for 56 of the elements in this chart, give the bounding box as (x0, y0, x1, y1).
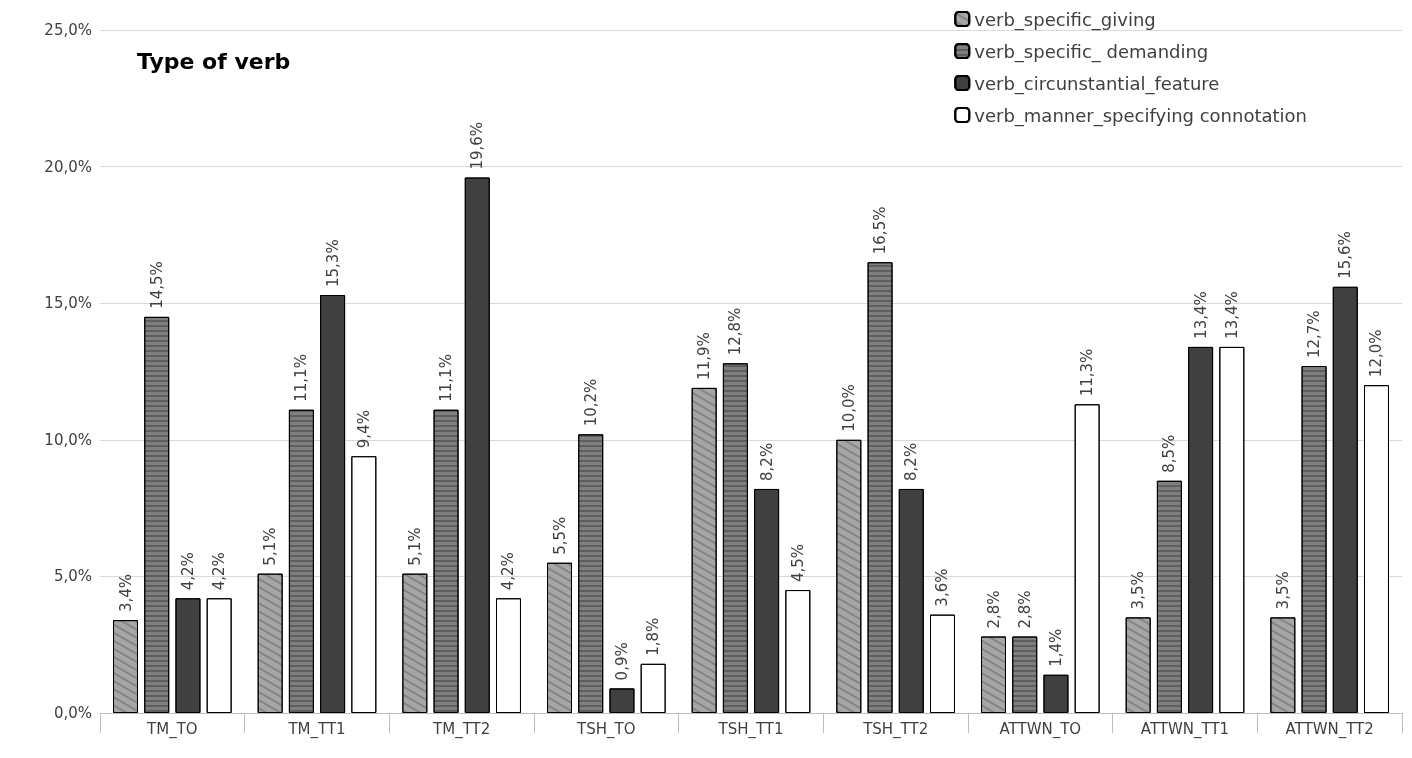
y-tick-label: 0,0% (53, 704, 92, 722)
data-label: 8,5% (1160, 434, 1179, 473)
legend-label: verb_specific_ demanding (974, 40, 1209, 63)
y-tick-label: 20,0% (44, 157, 92, 176)
x-tick-label: TSH_TT1 (717, 719, 784, 739)
x-tick-label: TM_TT2 (432, 719, 491, 739)
data-label: 1,4% (1046, 628, 1065, 667)
x-tick-label: TSH_TT2 (862, 719, 929, 739)
data-label: 4,2% (499, 552, 518, 591)
y-tick-label: 15,0% (44, 294, 92, 313)
x-tick-label: TSH_TO (576, 719, 636, 739)
x-tick-label: ATTWN_TO (999, 719, 1082, 739)
text: Type of verb (137, 48, 291, 74)
x-tick-label: TM_TT1 (287, 719, 346, 739)
data-label: 19,6% (468, 121, 487, 170)
data-label: 8,2% (757, 442, 776, 481)
data-label: 15,6% (1336, 231, 1355, 279)
data-label: 14,5% (147, 261, 166, 309)
data-label: 3,6% (933, 568, 952, 607)
legend-label: verb_specific_giving (974, 8, 1156, 31)
y-tick-label: 25,0% (44, 21, 92, 39)
data-label: 3,4% (116, 574, 135, 613)
data-label: 5,1% (405, 527, 424, 566)
data-label: 12,0% (1367, 329, 1386, 378)
data-label: 11,1% (292, 354, 311, 402)
data-label: 11,3% (1078, 348, 1097, 397)
data-label: 12,8% (726, 307, 745, 356)
x-tick-label: ATTWN_TT2 (1285, 719, 1374, 739)
data-label: 10,0% (839, 384, 858, 432)
data-label: 8,2% (902, 442, 921, 481)
data-label: 11,1% (437, 354, 456, 402)
data-label: 13,4% (1222, 291, 1241, 339)
data-label: 3,5% (1129, 571, 1148, 610)
legend-label: verb_circunstantial_feature (974, 72, 1220, 95)
x-tick-label: TM_TO (146, 719, 198, 739)
data-label: 16,5% (871, 206, 890, 255)
data-label: 4,2% (178, 552, 197, 591)
data-label: 12,7% (1305, 310, 1324, 359)
y-tick-label: 5,0% (53, 567, 92, 586)
data-label: 13,4% (1191, 291, 1210, 339)
x-tick-label: ATTWN_TT1 (1140, 719, 1230, 739)
data-label: 4,2% (210, 552, 229, 591)
data-label: 3,5% (1273, 571, 1292, 610)
data-label: 15,3% (323, 239, 342, 287)
data-label: 2,8% (984, 590, 1003, 629)
data-label: 10,2% (581, 378, 600, 427)
data-label: 1,8% (644, 617, 663, 656)
data-label: 4,5% (788, 543, 807, 583)
y-tick-label: 10,0% (44, 430, 92, 449)
data-label: 9,4% (354, 410, 373, 449)
data-label: 0,9% (612, 642, 631, 681)
data-label: 5,5% (550, 516, 569, 555)
legend-label: verb_manner_specifying connotation (974, 104, 1307, 127)
data-label: 5,1% (261, 527, 280, 566)
data-label: 2,8% (1015, 590, 1034, 629)
data-label: 11,9% (695, 332, 714, 380)
